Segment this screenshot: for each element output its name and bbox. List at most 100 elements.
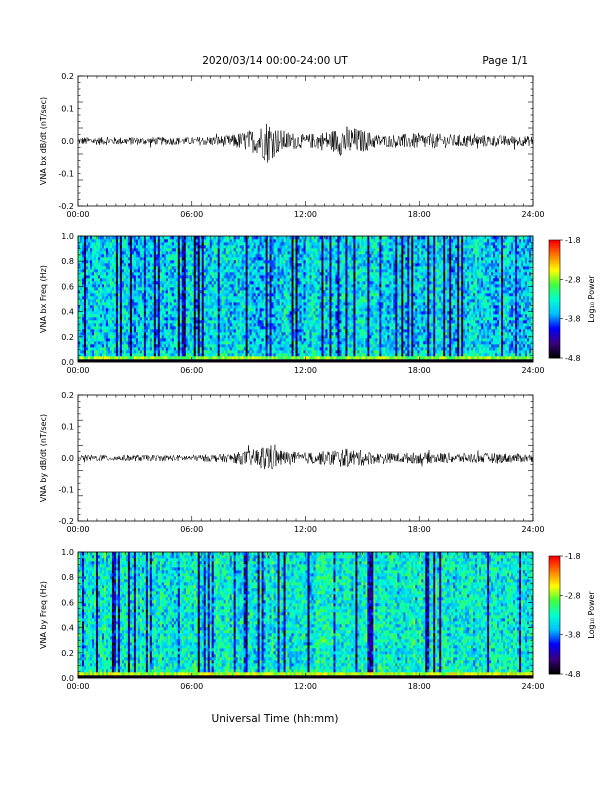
spectrogram-cell (383, 323, 386, 327)
spectrogram-cell (273, 299, 276, 303)
spectrogram-cell (405, 326, 408, 330)
spectrogram-cell (287, 302, 290, 306)
spectrogram-cell (207, 347, 211, 351)
spectrogram-cell (451, 323, 454, 327)
spectrogram-cell (347, 344, 350, 348)
spectrogram-cell (341, 332, 344, 336)
spectrogram-cell (275, 311, 278, 315)
spectrogram-cell (421, 311, 424, 315)
spectrogram-cell (175, 347, 179, 351)
spectrogram-cell (301, 314, 304, 318)
spectrogram-cell (317, 341, 320, 345)
spectrogram-cell (391, 344, 394, 348)
spectrogram-cell (527, 350, 530, 354)
spectrogram-cell (85, 341, 89, 345)
spectrogram-cell (207, 308, 211, 312)
spectrogram-cell (139, 344, 143, 348)
spectrogram-cell (315, 341, 318, 345)
spectrogram-cell (417, 350, 420, 354)
spectrogram-cell (375, 299, 378, 303)
spectrogram-cell (395, 350, 398, 354)
spectrogram-cell (495, 341, 498, 345)
spectrogram-cell (149, 329, 153, 333)
spectrogram-cell (273, 302, 276, 306)
spectrogram-cell (435, 329, 438, 333)
spectrogram-cell (149, 353, 153, 357)
spectrogram-cell (263, 359, 266, 363)
spectrogram-cell (413, 314, 416, 318)
spectrogram-cell (157, 317, 161, 321)
spectrogram-cell (211, 323, 215, 327)
spectrogram-cell (167, 353, 171, 357)
spectrogram-cell (97, 332, 101, 336)
spectrogram-cell (261, 299, 264, 303)
spectrogram-cell (343, 344, 346, 348)
spectrogram-cell (387, 332, 390, 336)
spectrogram-cell (131, 350, 135, 354)
spectrogram-cell (457, 329, 460, 333)
spectrogram-cell (153, 344, 157, 348)
spectrogram-cell (291, 311, 294, 315)
spectrogram-cell (185, 350, 189, 354)
spectrogram-cell (215, 299, 218, 303)
spectrogram-cell (219, 332, 222, 336)
spectrogram-cell (391, 311, 394, 315)
spectrogram-cell (249, 317, 252, 321)
spectrogram-cell (97, 359, 101, 363)
spectrogram-cell (415, 356, 418, 360)
spectrogram-cell (437, 332, 440, 336)
spectrogram-cell (107, 299, 111, 303)
spectrogram-cell (249, 326, 252, 330)
spectrogram-cell (191, 332, 195, 336)
spectrogram-cell (229, 338, 232, 342)
spectrogram-cell (197, 314, 201, 318)
spectrogram-cell (159, 326, 163, 330)
spectrogram-cell (509, 305, 512, 309)
spectrogram-cell (459, 347, 462, 351)
spectrogram-cell (415, 320, 418, 324)
spectrogram-cell (415, 326, 418, 330)
spectrogram-cell (385, 329, 388, 333)
spectrogram-cell (277, 344, 280, 348)
spectrogram-cell (127, 314, 131, 318)
spectrogram-cell (477, 311, 480, 315)
spectrogram-cell (225, 350, 228, 354)
spectrogram-cell (369, 308, 372, 312)
spectrogram-cell (295, 302, 298, 306)
spectrogram-cell (459, 302, 462, 306)
spectrogram-cell (131, 320, 135, 324)
spectrogram-cell (491, 323, 494, 327)
spectrogram-cell (495, 329, 498, 333)
spectrogram-cell (169, 347, 173, 351)
spectrogram-cell (495, 305, 498, 309)
spectrogram-cell (267, 353, 270, 357)
spectrogram-cell (409, 347, 412, 351)
spectrogram-cell (393, 332, 396, 336)
spectrogram-cell (189, 305, 193, 309)
spectrogram-cell (199, 329, 203, 333)
spectrogram-cell (401, 356, 404, 360)
spectrogram-cell (297, 326, 300, 330)
spectrogram-cell (479, 344, 482, 348)
spectrogram-cell (209, 299, 213, 303)
spectrogram-cell (185, 299, 189, 303)
spectrogram-cell (467, 326, 470, 330)
spectrogram-cell (367, 359, 370, 363)
spectrogram-cell (499, 338, 502, 342)
spectrogram-cell (205, 323, 209, 327)
spectrogram-cell (473, 332, 476, 336)
spectrogram-cell (483, 302, 486, 306)
spectrogram-cell (481, 311, 484, 315)
spectrogram-cell (481, 299, 484, 303)
spectrogram-cell (145, 296, 149, 300)
spectrogram-cell (343, 356, 346, 360)
spectrogram-cell (277, 329, 280, 333)
spectrogram-cell (399, 308, 402, 312)
spectrogram-cell (197, 323, 201, 327)
spectrogram-cell (287, 308, 290, 312)
spectrogram-cell (275, 326, 278, 330)
spectrogram-cell (413, 359, 416, 363)
spectrogram-cell (245, 359, 248, 363)
spectrogram-cell (265, 359, 268, 363)
spectrogram-cell (279, 311, 282, 315)
